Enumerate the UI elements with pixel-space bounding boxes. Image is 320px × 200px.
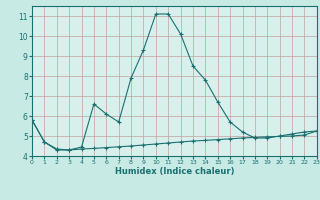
X-axis label: Humidex (Indice chaleur): Humidex (Indice chaleur) (115, 167, 234, 176)
